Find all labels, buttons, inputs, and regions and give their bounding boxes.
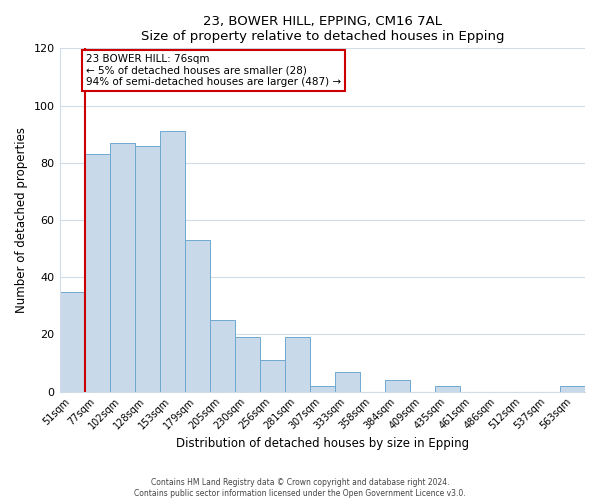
Bar (335, 372, 360, 392)
Bar (435, 386, 460, 392)
Bar (160, 132, 185, 392)
Text: Contains HM Land Registry data © Crown copyright and database right 2024.
Contai: Contains HM Land Registry data © Crown c… (134, 478, 466, 498)
Bar (134, 146, 160, 392)
Text: 23 BOWER HILL: 76sqm
← 5% of detached houses are smaller (28)
94% of semi-detach: 23 BOWER HILL: 76sqm ← 5% of detached ho… (86, 54, 341, 88)
Bar (310, 386, 335, 392)
Bar (285, 338, 310, 392)
Title: 23, BOWER HILL, EPPING, CM16 7AL
Size of property relative to detached houses in: 23, BOWER HILL, EPPING, CM16 7AL Size of… (140, 15, 504, 43)
Bar (85, 154, 110, 392)
Y-axis label: Number of detached properties: Number of detached properties (15, 127, 28, 313)
Bar (560, 386, 585, 392)
Bar (209, 320, 235, 392)
Bar (110, 143, 134, 392)
Bar (235, 338, 260, 392)
X-axis label: Distribution of detached houses by size in Epping: Distribution of detached houses by size … (176, 437, 469, 450)
Bar (260, 360, 285, 392)
Bar (185, 240, 209, 392)
Bar (385, 380, 410, 392)
Bar (59, 292, 85, 392)
